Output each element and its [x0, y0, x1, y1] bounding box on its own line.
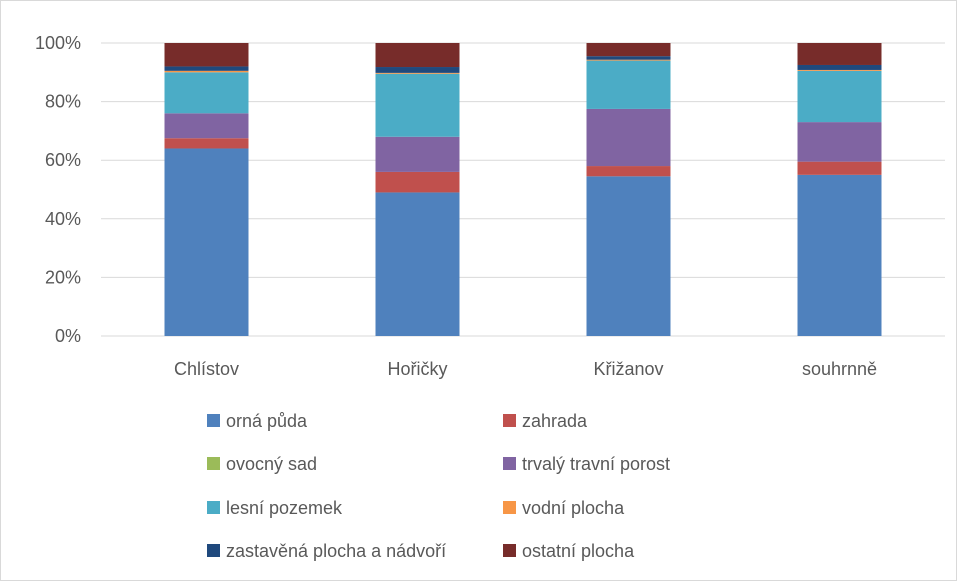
bar-segment [164, 113, 249, 139]
legend-swatch [207, 457, 220, 470]
y-axis-tick-labels: 0% 20% 40% 60% 80% 100% [35, 33, 81, 346]
legend-label: lesní pozemek [226, 498, 343, 518]
bar-segment [375, 73, 460, 137]
y-tick-label: 80% [45, 92, 81, 112]
category-label: Chlístov [174, 359, 239, 379]
legend-label: zahrada [522, 411, 588, 431]
y-tick-label: 40% [45, 209, 81, 229]
bar-segment [375, 192, 460, 336]
legend-label: trvalý travní porost [522, 454, 670, 474]
category-label: Křižanov [593, 359, 663, 379]
bar-segment [586, 43, 671, 57]
legend-label: zastavěná plocha a nádvoří [226, 541, 446, 561]
legend-label: orná půda [226, 411, 308, 431]
bar-segment [797, 161, 882, 175]
bar-segment [164, 72, 249, 114]
category-label: souhrnně [802, 359, 877, 379]
bar-segment [164, 148, 249, 336]
legend-swatch [503, 457, 516, 470]
bar-segment [164, 43, 249, 67]
bar-segment [797, 122, 882, 162]
bar-segment [586, 176, 671, 336]
y-tick-label: 60% [45, 150, 81, 170]
y-tick-label: 100% [35, 33, 81, 53]
bar-segment [586, 108, 671, 167]
bar-segment [375, 72, 460, 74]
bar-segment [375, 67, 460, 73]
x-axis-category-labels: Chlístov Hořičky Křižanov souhrnně [174, 359, 877, 379]
category-label: Hořičky [387, 359, 447, 379]
legend-swatch [503, 414, 516, 427]
bar-segment [586, 56, 671, 60]
bar-segment [797, 43, 882, 65]
bar-segment [586, 60, 671, 109]
bar-segment [164, 66, 249, 71]
y-tick-label: 20% [45, 267, 81, 287]
bar-segment [797, 69, 882, 71]
legend-label: ovocný sad [226, 454, 317, 474]
bar-segment [586, 166, 671, 177]
legend-swatch [503, 501, 516, 514]
y-tick-label: 0% [55, 326, 81, 346]
bar-segment [164, 138, 249, 149]
bar-segment [375, 171, 460, 193]
bar-segment [164, 70, 249, 73]
bar-segment [797, 64, 882, 70]
legend-swatch [503, 544, 516, 557]
legend-swatch [207, 544, 220, 557]
legend-label: vodní plocha [522, 498, 625, 518]
bars [164, 43, 882, 336]
legend-swatch [207, 501, 220, 514]
legend-label: ostatní plocha [522, 541, 635, 561]
bar-segment [797, 70, 882, 123]
bar-segment [797, 174, 882, 336]
legend: orná půda zahrada ovocný sad trvalý travní … [207, 411, 670, 561]
legend-swatch [207, 414, 220, 427]
bar-segment [375, 136, 460, 172]
bar-segment [586, 59, 671, 61]
bar-segment [375, 43, 460, 68]
